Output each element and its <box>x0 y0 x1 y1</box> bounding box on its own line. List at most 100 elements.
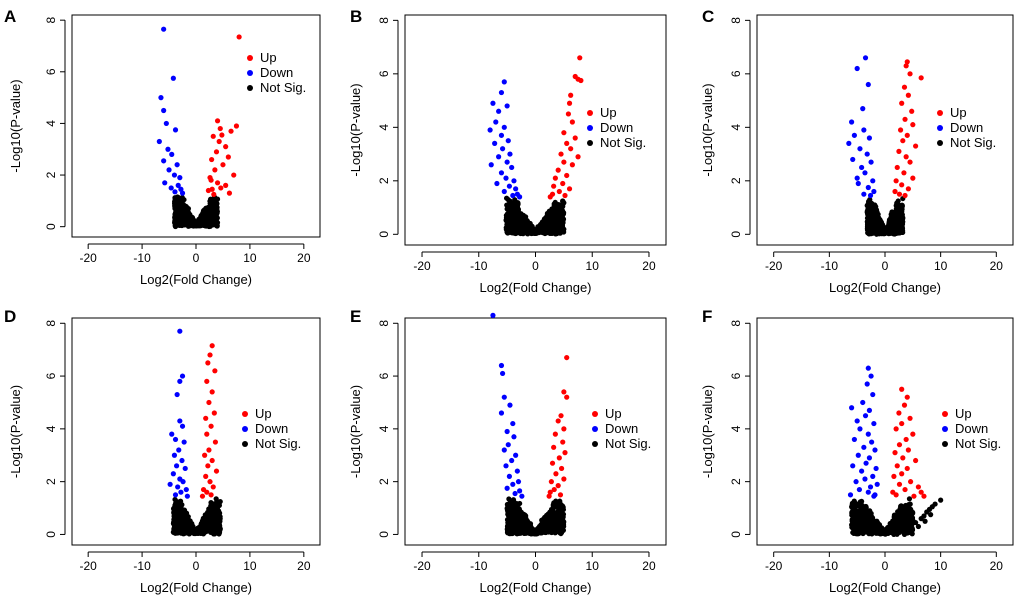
point-not-sig <box>206 205 212 211</box>
point-not-sig <box>511 209 518 215</box>
y-tick-label: 8 <box>44 320 58 327</box>
point-up <box>205 187 211 194</box>
point-down <box>871 420 877 427</box>
point-up <box>556 188 562 195</box>
point-up <box>206 399 212 406</box>
point-down <box>161 107 167 114</box>
point-down <box>509 164 515 171</box>
x-tick-label: 20 <box>990 559 1004 573</box>
point-not-sig <box>537 227 543 233</box>
point-not-sig <box>554 226 560 232</box>
point-up <box>902 486 908 493</box>
point-not-sig <box>179 194 185 201</box>
point-up <box>205 360 211 366</box>
point-down <box>176 447 182 453</box>
point-not-sig <box>938 497 944 503</box>
point-down <box>859 468 865 474</box>
point-not-sig <box>886 220 892 226</box>
point-up <box>566 186 573 192</box>
point-not-sig <box>549 529 555 536</box>
y-tick-label: 8 <box>729 320 743 327</box>
point-down <box>504 485 510 491</box>
point-not-sig <box>901 515 907 521</box>
point-up <box>236 34 242 40</box>
point-up <box>893 492 899 498</box>
point-down <box>866 407 873 413</box>
point-not-sig <box>537 221 544 228</box>
point-not-sig <box>858 528 864 534</box>
point-up <box>893 426 899 432</box>
point-not-sig <box>851 530 857 536</box>
point-down <box>861 191 867 197</box>
point-not-sig <box>196 219 202 226</box>
point-up <box>565 111 572 117</box>
point-down <box>175 182 181 188</box>
panel-letter: D <box>4 307 16 326</box>
point-up <box>209 343 215 349</box>
point-up <box>555 483 561 489</box>
point-down <box>487 127 493 133</box>
point-down <box>862 55 869 61</box>
point-down <box>169 431 175 437</box>
point-not-sig <box>868 220 874 227</box>
point-up <box>209 389 215 395</box>
point-down <box>517 488 523 494</box>
point-down <box>866 455 873 461</box>
point-not-sig <box>187 214 193 220</box>
y-tick-label: 0 <box>377 231 391 238</box>
point-down <box>490 100 496 106</box>
point-up <box>899 100 905 106</box>
point-down <box>506 183 512 189</box>
point-not-sig <box>870 529 876 535</box>
point-down <box>517 194 523 200</box>
y-tick-label: 6 <box>377 372 391 379</box>
point-not-sig <box>549 220 555 226</box>
legend-marker <box>942 426 948 432</box>
point-not-sig <box>859 505 865 511</box>
point-not-sig <box>513 227 519 233</box>
point-not-sig <box>559 224 565 230</box>
point-down <box>170 75 176 81</box>
x-tick-label: 10 <box>934 559 948 573</box>
point-not-sig <box>514 503 520 509</box>
point-not-sig <box>898 205 904 211</box>
point-not-sig <box>544 210 551 217</box>
point-not-sig <box>175 209 182 215</box>
point-down <box>171 452 178 458</box>
panel-letter: B <box>350 7 362 26</box>
point-up <box>899 386 905 392</box>
y-tick-label: 8 <box>377 17 391 24</box>
point-up <box>203 415 209 421</box>
point-up <box>896 148 902 154</box>
x-tick-label: -10 <box>470 259 488 273</box>
point-down <box>869 439 875 445</box>
x-tick-label: -10 <box>133 559 151 573</box>
point-not-sig <box>512 197 518 203</box>
point-not-sig <box>179 518 185 524</box>
point-not-sig <box>552 504 559 510</box>
point-not-sig <box>508 509 514 516</box>
point-not-sig <box>850 506 857 512</box>
point-up <box>911 493 917 499</box>
point-not-sig <box>921 513 927 519</box>
point-not-sig <box>172 223 179 230</box>
point-down <box>182 465 188 472</box>
y-axis-title: -Log10(P-value) <box>700 385 715 478</box>
point-up <box>899 471 905 477</box>
y-tick-label: 0 <box>377 531 391 538</box>
y-tick-label: 0 <box>729 531 743 538</box>
point-not-sig <box>185 223 192 229</box>
point-not-sig <box>869 515 875 522</box>
point-up <box>560 439 566 445</box>
point-not-sig <box>906 501 912 508</box>
point-up <box>202 452 208 458</box>
point-up <box>223 144 229 150</box>
point-not-sig <box>512 513 519 519</box>
point-not-sig <box>201 207 208 213</box>
legend-marker <box>592 426 598 432</box>
point-up <box>556 455 562 461</box>
